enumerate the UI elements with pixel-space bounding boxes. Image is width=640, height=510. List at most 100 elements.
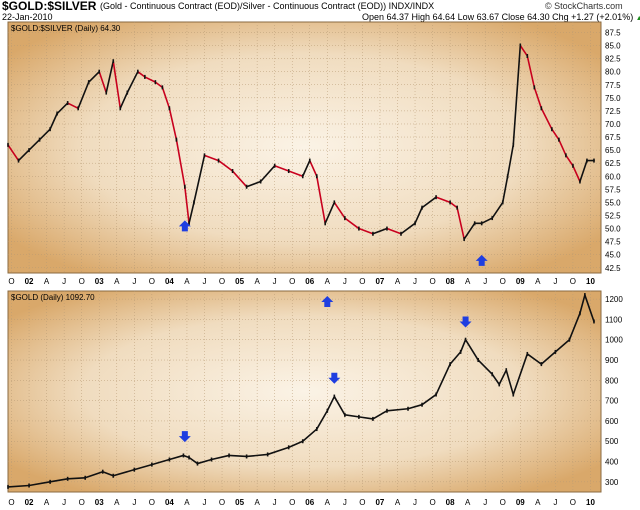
ratio-data-point xyxy=(87,80,90,85)
gold-price-segment xyxy=(512,353,529,396)
gold-price-segment xyxy=(333,395,346,416)
gold-y-tick-label: 900 xyxy=(605,356,619,365)
ratio-data-point xyxy=(273,163,276,168)
gold-data-point xyxy=(182,453,185,458)
gold-x-tick-label: J xyxy=(413,498,417,507)
ratio-price-segment xyxy=(119,91,129,110)
gold-data-point xyxy=(266,452,269,457)
gold-data-point xyxy=(526,351,529,356)
ratio-price-segment xyxy=(344,217,360,230)
ratio-x-tick-label: J xyxy=(553,277,557,286)
ratio-price-segment xyxy=(203,154,220,162)
ratio-x-tick-label: 08 xyxy=(446,277,455,286)
ratio-data-point xyxy=(7,142,9,147)
ratio-data-point xyxy=(491,216,494,221)
ratio-price-segment xyxy=(17,149,30,162)
ratio-data-point xyxy=(456,205,458,210)
ratio-data-point xyxy=(558,137,560,142)
ratio-price-segment xyxy=(273,165,290,172)
ratio-data-point xyxy=(119,106,122,111)
gold-data-point xyxy=(151,462,153,467)
ratio-price-segment xyxy=(519,44,529,57)
ratio-price-segment xyxy=(87,70,101,83)
gold-data-point xyxy=(568,337,571,342)
ratio-data-point xyxy=(315,174,318,179)
ratio-price-segment xyxy=(491,201,504,219)
ratio-price-segment xyxy=(49,112,58,130)
ratio-x-tick-label: O xyxy=(149,277,155,286)
ratio-y-tick-label: 82.5 xyxy=(605,55,621,64)
gold-data-point xyxy=(28,483,30,488)
ratio-x-tick-label: J xyxy=(132,277,136,286)
ratio-y-tick-label: 50.0 xyxy=(605,225,621,234)
ratio-y-tick-label: 80.0 xyxy=(605,68,621,77)
gold-data-point xyxy=(358,414,360,419)
ratio-price-segment xyxy=(308,159,318,178)
gold-price-segment xyxy=(301,428,318,443)
gold-price-segment xyxy=(245,453,269,458)
ratio-price-segment xyxy=(77,81,90,110)
ratio-price-segment xyxy=(188,201,195,225)
ratio-data-point xyxy=(112,59,115,64)
gold-x-tick-label: 09 xyxy=(516,498,525,507)
gold-x-tick-label: 10 xyxy=(586,498,595,507)
ratio-data-point xyxy=(17,158,20,163)
ratio-price-segment xyxy=(245,180,262,188)
gold-x-tick-label: J xyxy=(553,498,557,507)
ratio-data-point xyxy=(506,174,509,179)
gold-data-point xyxy=(301,439,304,444)
gold-y-tick-label: 1100 xyxy=(605,315,623,324)
ratio-data-point xyxy=(526,53,529,58)
ratio-price-segment xyxy=(456,206,465,240)
ratio-data-point xyxy=(287,169,290,174)
gold-x-tick-label: O xyxy=(8,498,14,507)
gold-x-tick-label: O xyxy=(149,498,155,507)
ratio-x-tick-label: A xyxy=(254,277,260,286)
ratio-x-tick-label: O xyxy=(500,277,506,286)
gold-data-point xyxy=(49,479,51,484)
ratio-data-point xyxy=(308,158,311,163)
blue-down-arrow-icon xyxy=(459,316,472,328)
gold-x-tick-label: A xyxy=(254,498,260,507)
ratio-data-point xyxy=(259,179,262,184)
gold-price-segment xyxy=(133,463,153,471)
ratio-data-point xyxy=(126,90,129,95)
gold-price-segment xyxy=(228,454,248,458)
ratio-price-segment xyxy=(28,138,41,151)
ratio-price-segment xyxy=(66,102,79,110)
ratio-data-point xyxy=(540,106,543,111)
ratio-y-tick-label: 72.5 xyxy=(605,107,621,116)
gold-data-point xyxy=(491,372,494,377)
ratio-data-point xyxy=(245,184,248,189)
ratio-data-point xyxy=(358,226,360,231)
ratio-price-segment xyxy=(386,227,402,235)
ratio-x-tick-label: A xyxy=(114,277,120,286)
gold-data-point xyxy=(315,427,318,432)
gold-data-point xyxy=(464,337,467,342)
ratio-x-tick-label: 06 xyxy=(305,277,314,286)
ratio-x-tick-label: J xyxy=(343,277,347,286)
blue-down-arrow-icon xyxy=(178,431,191,443)
ratio-price-segment xyxy=(579,159,588,183)
gold-x-tick-label: A xyxy=(465,498,471,507)
ratio-price-segment xyxy=(168,107,178,141)
ratio-y-tick-label: 77.5 xyxy=(605,81,621,90)
gold-panel-background xyxy=(7,290,602,493)
ratio-data-point xyxy=(217,158,220,163)
ratio-x-tick-label: 07 xyxy=(375,277,384,286)
ratio-data-point xyxy=(161,85,164,90)
ratio-price-segment xyxy=(301,159,311,178)
ratio-data-point xyxy=(175,137,178,142)
gold-x-tick-label: J xyxy=(202,498,206,507)
ratio-price-segment xyxy=(572,165,581,183)
symbol-description: (Gold - Continuous Contract (EOD)/Silver… xyxy=(100,1,435,11)
gold-data-point xyxy=(112,473,115,478)
ratio-price-segment xyxy=(217,159,234,172)
gold-x-tick-label: A xyxy=(114,498,120,507)
gold-data-point xyxy=(579,311,581,316)
gold-data-point xyxy=(188,455,190,460)
ratio-x-tick-label: J xyxy=(202,277,206,286)
gold-data-point xyxy=(540,362,543,367)
